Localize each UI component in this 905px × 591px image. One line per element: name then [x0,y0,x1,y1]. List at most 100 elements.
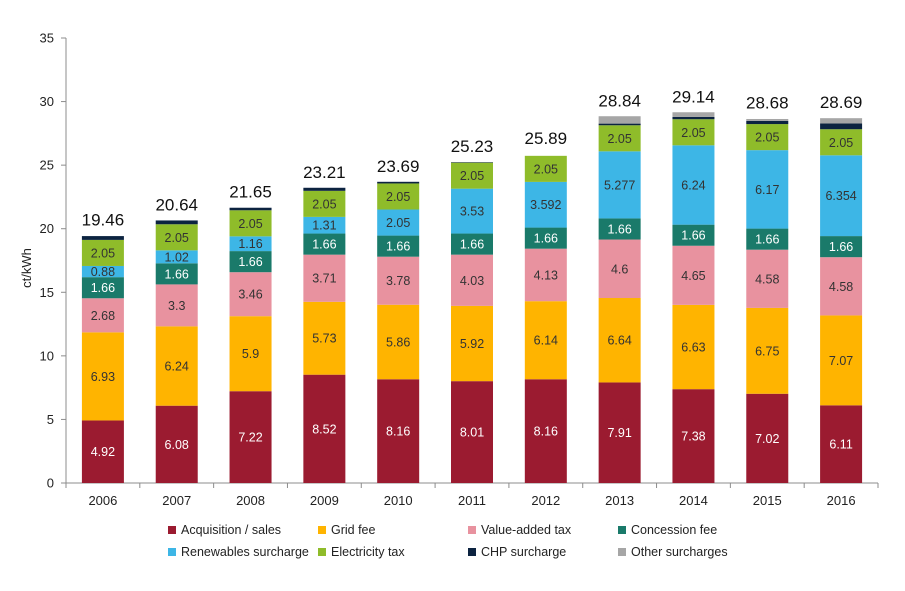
bar-segment-chp-surcharge-2015 [746,120,789,125]
legend-swatch [468,548,476,556]
bar-segment-acquisition-sales-2008 [229,391,272,483]
bar-segment-chp-surcharge-2010 [377,181,420,184]
bar-segment-acquisition-sales-2007 [155,405,198,483]
bar-segment-concession-fee-2008 [229,251,272,273]
data-label: 4.13 [534,268,558,282]
bar-segment-grid-fee-2016 [820,315,863,406]
bar-segment-value-added-tax-2011 [451,254,493,306]
total-label: 28.84 [598,91,641,110]
bar-segment-acquisition-sales-2014 [672,389,715,483]
data-label: 1.16 [238,237,262,251]
bar-segment-chp-surcharge-2009 [303,187,346,191]
total-label: 25.23 [451,137,494,156]
data-label: 2.05 [534,162,558,176]
bar-segment-renewables-surcharge-2013 [598,151,641,219]
data-label: 6.354 [825,189,856,203]
bar-segment-value-added-tax-2007 [155,284,198,327]
bar-segment-acquisition-sales-2013 [598,382,641,483]
data-label: 6.64 [607,334,631,348]
bar-segment-renewables-surcharge-2007 [155,250,198,264]
bar-segment-electricity-tax-2009 [303,190,346,217]
bar-segment-value-added-tax-2015 [746,249,789,308]
data-label: 7.91 [607,426,631,440]
x-tick-label: 2014 [679,493,708,508]
bar-segment-electricity-tax-2013 [598,125,641,152]
data-label: 2.05 [755,131,779,145]
bar-segment-value-added-tax-2006 [81,298,124,333]
data-label: 5.73 [312,332,336,346]
bar-segment-electricity-tax-2007 [155,224,198,251]
bar-segment-other-surcharges-2014 [672,112,715,117]
data-label: 6.75 [755,344,779,358]
data-label: 2.05 [91,246,115,260]
total-label: 29.14 [672,88,715,107]
data-label: 2.05 [607,132,631,146]
bar-segment-grid-fee-2010 [377,304,420,380]
legend-item: Acquisition / sales [168,523,281,537]
data-label: 8.01 [460,426,484,440]
legend-item: Other surcharges [618,545,728,559]
data-label: 8.16 [386,425,410,439]
data-label: 3.71 [312,272,336,286]
total-label: 23.21 [303,163,346,182]
legend-item: Concession fee [618,523,717,537]
bar-segment-value-added-tax-2016 [820,257,863,316]
data-label: 6.93 [91,370,115,384]
bar-segment-grid-fee-2014 [672,304,715,390]
bar-segment-concession-fee-2007 [155,263,198,285]
data-label: 8.52 [312,422,336,436]
data-label: 4.58 [755,272,779,286]
total-label: 23.69 [377,157,420,176]
legend-item: CHP surcharge [468,545,566,559]
y-tick-label: 25 [40,158,54,173]
bar-segment-concession-fee-2014 [672,224,715,246]
bar-segment-concession-fee-2006 [81,277,124,299]
bar-segment-electricity-tax-2012 [524,155,567,182]
x-tick-label: 2012 [531,493,560,508]
bar-segment-acquisition-sales-2016 [820,405,863,483]
bar-segment-electricity-tax-2010 [377,183,420,210]
bar-segment-value-added-tax-2010 [377,256,420,305]
data-label: 1.66 [681,229,705,243]
data-label: 2.05 [165,231,189,245]
bar-segment-grid-fee-2007 [155,326,198,406]
data-label: 6.14 [534,334,558,348]
bar-segment-concession-fee-2016 [820,236,863,258]
data-label: 2.68 [91,309,115,323]
y-tick-label: 30 [40,94,54,109]
bar-segment-renewables-surcharge-2016 [820,155,863,237]
bar-segment-grid-fee-2011 [451,305,493,382]
bar-segment-renewables-surcharge-2011 [451,188,493,234]
bar-segment-acquisition-sales-2009 [303,374,346,483]
bars [81,112,863,483]
bar-segment-value-added-tax-2014 [672,245,715,305]
data-label: 1.66 [607,222,631,236]
data-label: 2.05 [238,217,262,231]
bar-segment-chp-surcharge-2013 [598,123,641,126]
x-tick-label: 2011 [458,493,486,508]
bar-segment-other-surcharges-2015 [746,118,789,121]
data-label: 5.277 [604,178,635,192]
data-label: 6.11 [829,438,852,452]
data-label: 1.66 [165,267,189,281]
y-tick-label: 10 [40,348,54,363]
bar-segment-concession-fee-2010 [377,235,420,257]
data-label: 2.05 [386,216,410,230]
data-label: 6.08 [165,438,189,452]
data-label: 2.05 [460,169,484,183]
data-label: 3.53 [460,205,484,219]
data-label: 8.16 [534,425,558,439]
bar-segment-acquisition-sales-2011 [451,381,493,483]
legend-swatch [318,548,326,556]
x-tick-label: 2013 [605,493,634,508]
segment-labels: 4.92 6.93 2.68 1.66 0.88 2.05 6.08 6.24 3.3 1.66 1… [91,126,857,459]
legend-swatch [468,526,476,534]
legend-swatch [168,548,176,556]
bar-segment-chp-surcharge-2008 [229,207,272,211]
legend-swatch [618,548,626,556]
x-tick-label: 2007 [162,493,191,508]
bar-segment-electricity-tax-2008 [229,210,272,237]
bar-segment-acquisition-sales-2010 [377,379,420,483]
legend-label: Grid fee [331,523,376,537]
data-label: 1.66 [312,238,336,252]
